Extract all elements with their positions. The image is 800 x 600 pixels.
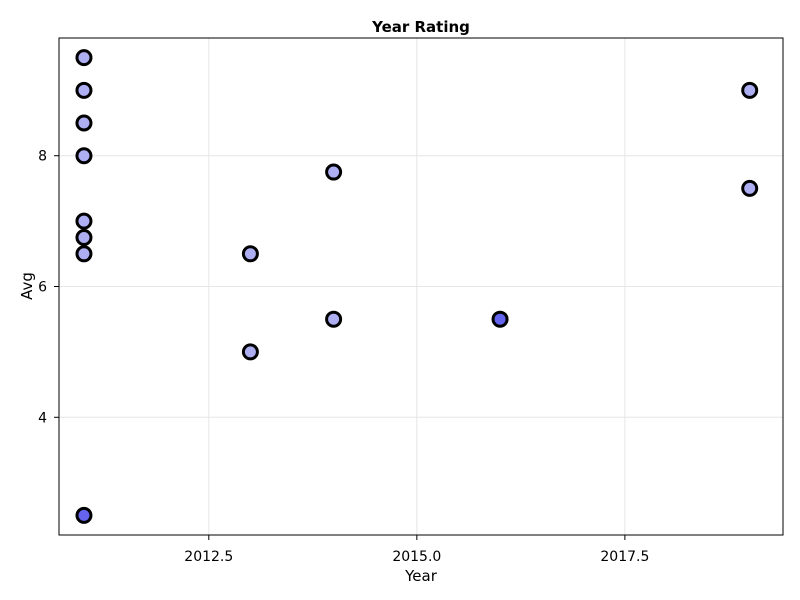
plot-frame xyxy=(58,37,784,536)
x-tick-label: 2012.5 xyxy=(184,549,233,565)
data-point xyxy=(241,343,259,361)
grid-layer xyxy=(59,38,783,535)
x-axis-label: Year xyxy=(404,567,438,585)
data-point xyxy=(75,245,93,263)
data-point xyxy=(241,245,259,263)
data-point xyxy=(75,506,93,524)
data-point xyxy=(491,310,509,328)
chart-title: Year Rating xyxy=(371,18,470,36)
x-tick-label: 2017.5 xyxy=(600,549,649,565)
data-point xyxy=(75,147,93,165)
data-point xyxy=(75,114,93,132)
data-point xyxy=(75,49,93,67)
y-tick-label: 6 xyxy=(38,280,47,296)
x-tick-label: 2015.0 xyxy=(392,549,441,565)
data-point xyxy=(741,81,759,99)
data-point xyxy=(325,310,343,328)
y-axis-label: Avg xyxy=(18,272,36,300)
point-layer xyxy=(75,49,759,524)
data-point xyxy=(741,179,759,197)
data-point xyxy=(75,228,93,246)
data-point xyxy=(325,163,343,181)
data-point xyxy=(75,212,93,230)
tick-layer: 2012.5 2015.0 2017.5 4 6 8 xyxy=(38,149,649,565)
y-tick-label: 4 xyxy=(38,410,47,426)
y-tick-label: 8 xyxy=(38,149,47,165)
data-point xyxy=(75,81,93,99)
